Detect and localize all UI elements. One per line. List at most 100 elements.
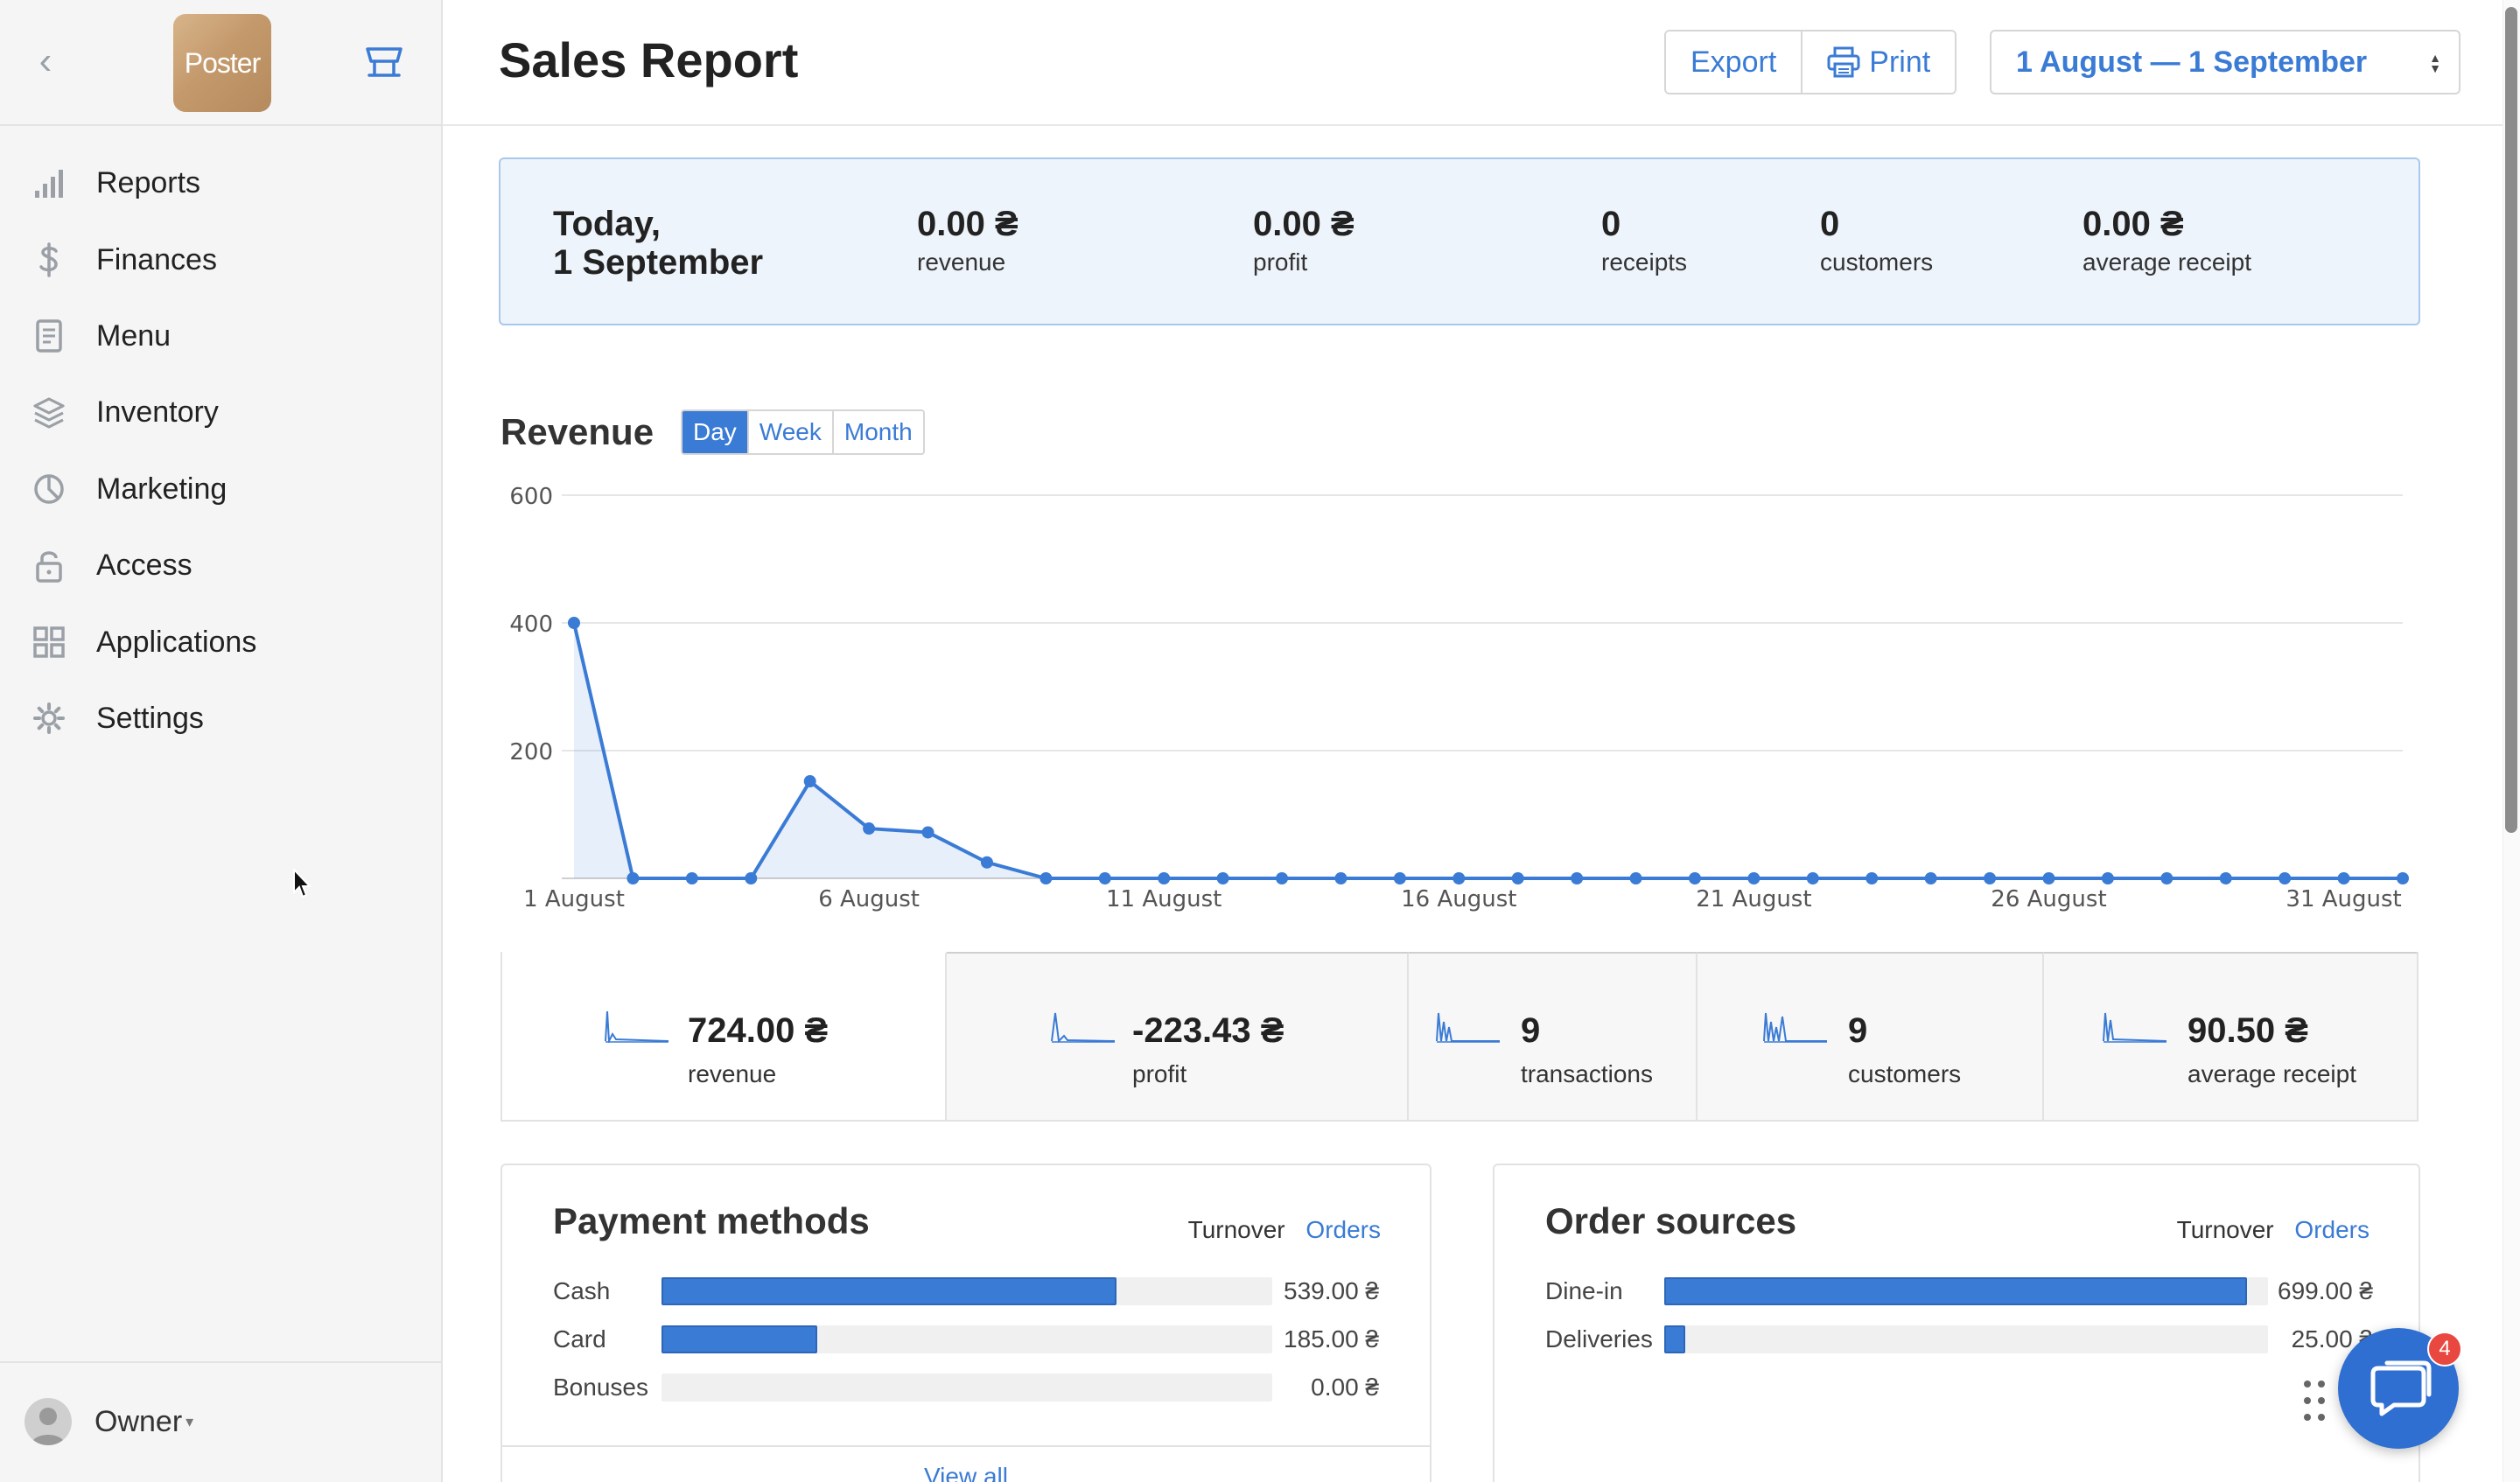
store-icon[interactable] xyxy=(362,40,406,84)
data-point xyxy=(2160,872,2174,884)
data-point xyxy=(2042,872,2055,884)
total-label: profit xyxy=(1132,1060,1187,1087)
sparkline-icon xyxy=(1051,1012,1116,1043)
sidebar-item-label: Finances xyxy=(96,242,217,276)
total-revenue-tab[interactable]: 724.00 ₴ revenue xyxy=(502,952,947,1120)
data-point xyxy=(1276,872,1289,884)
stat-label: revenue xyxy=(917,248,1006,276)
data-point xyxy=(2397,872,2409,884)
tab-orders[interactable]: Orders xyxy=(1306,1216,1381,1243)
stat-label: profit xyxy=(1253,248,1308,276)
date-range-picker[interactable]: 1 August — 1 September ▲ ▼ xyxy=(1990,30,2460,94)
revenue-chart: 200 400 600 1 August 6 August 11 August 16 Aug… xyxy=(509,484,2409,912)
data-point xyxy=(1452,872,1466,884)
sidebar: ‹ Poster Reports Finances Menu xyxy=(0,0,443,1482)
export-button[interactable]: Export xyxy=(1666,31,1802,93)
total-value: 9 xyxy=(1521,1011,1541,1050)
pie-icon xyxy=(32,472,66,507)
total-customers-tab[interactable]: 9 customers xyxy=(1698,952,2044,1120)
sparkline-icon xyxy=(605,1010,669,1043)
data-point xyxy=(1866,872,1879,884)
view-all-footer: View all xyxy=(502,1445,1430,1482)
sidebar-item-menu[interactable]: Menu xyxy=(0,298,441,374)
data-point xyxy=(863,822,876,835)
data-point xyxy=(803,775,816,788)
data-point xyxy=(1216,872,1229,884)
data-point xyxy=(1924,872,1937,884)
total-transactions-tab[interactable]: 9 transactions xyxy=(1409,952,1698,1120)
total-profit-tab[interactable]: -223.43 ₴ profit xyxy=(947,952,1409,1120)
data-point xyxy=(1571,872,1584,884)
tab-orders[interactable]: Orders xyxy=(2294,1216,2370,1243)
bar-track xyxy=(662,1325,1272,1353)
bar-chart-icon xyxy=(32,166,66,201)
print-button[interactable]: Print xyxy=(1801,31,1956,93)
sidebar-header: ‹ Poster xyxy=(0,0,441,126)
document-icon xyxy=(32,318,66,353)
drag-handle-icon[interactable] xyxy=(2301,1379,2328,1423)
x-tick-label: 11 August xyxy=(1106,886,1222,912)
sidebar-item-settings[interactable]: Settings xyxy=(0,681,441,757)
data-point xyxy=(1806,872,1819,884)
avatar xyxy=(24,1398,72,1445)
date-range-label: 1 August — 1 September xyxy=(2016,45,2368,79)
today-stat-revenue: 0.00 ₴ revenue xyxy=(917,205,1018,276)
sidebar-item-marketing[interactable]: Marketing xyxy=(0,451,441,528)
sidebar-item-applications[interactable]: Applications xyxy=(0,604,441,680)
data-point xyxy=(1629,872,1642,884)
bar-track xyxy=(1664,1277,2268,1305)
total-value: 9 xyxy=(1848,1011,1868,1050)
stat-label: customers xyxy=(1820,248,1934,276)
card-tabs: Turnover Orders xyxy=(2163,1216,2370,1244)
sidebar-item-finances[interactable]: Finances xyxy=(0,221,441,297)
today-date-value: 1 September xyxy=(553,243,764,282)
sparkline-icon xyxy=(2103,1012,2167,1043)
back-chevron-icon[interactable]: ‹ xyxy=(38,39,52,82)
view-all-link[interactable]: View all xyxy=(924,1463,1008,1482)
owner-menu[interactable]: Owner ▾ xyxy=(24,1398,193,1445)
data-point xyxy=(1098,872,1111,884)
bar-label: Dine-in xyxy=(1545,1277,1623,1304)
poster-logo[interactable]: Poster xyxy=(173,14,271,112)
period-day-button[interactable]: Day xyxy=(682,411,747,453)
data-point xyxy=(1334,872,1348,884)
bar-row: Card 185.00 ₴ xyxy=(553,1322,1393,1357)
printer-icon xyxy=(1827,46,1860,78)
bar-label: Deliveries xyxy=(1545,1325,1653,1353)
payment-methods-card: Payment methods Turnover Orders Cash 539.… xyxy=(500,1164,1432,1482)
data-point xyxy=(1393,872,1406,884)
data-point xyxy=(1747,872,1760,884)
tab-turnover[interactable]: Turnover xyxy=(2176,1216,2274,1243)
data-point xyxy=(921,826,934,839)
period-week-button[interactable]: Week xyxy=(746,411,832,453)
total-average-receipt-tab[interactable]: 90.50 ₴ average receipt xyxy=(2044,952,2417,1120)
x-tick-label: 6 August xyxy=(818,886,920,912)
data-point xyxy=(626,872,640,884)
sidebar-item-inventory[interactable]: Inventory xyxy=(0,374,441,451)
sidebar-item-access[interactable]: Access xyxy=(0,528,441,604)
period-month-button[interactable]: Month xyxy=(831,411,923,453)
bar-value: 539.00 ₴ xyxy=(1284,1277,1379,1304)
data-point xyxy=(2337,872,2350,884)
page-header: Sales Report Export Print 1 August — 1 S… xyxy=(443,0,2502,126)
total-label: customers xyxy=(1848,1060,1962,1087)
totals-strip: 724.00 ₴ revenue -223.43 ₴ profit 9 tran… xyxy=(500,952,2418,1122)
data-point xyxy=(1511,872,1524,884)
revenue-title: Revenue xyxy=(500,411,654,452)
data-point xyxy=(980,856,993,869)
y-tick-label: 600 xyxy=(509,484,553,510)
total-label: average receipt xyxy=(2188,1060,2357,1087)
stat-value: 0 xyxy=(1601,205,1621,243)
total-value: -223.43 ₴ xyxy=(1132,1011,1284,1050)
tab-turnover[interactable]: Turnover xyxy=(1187,1216,1285,1243)
revenue-line xyxy=(572,622,2403,880)
sidebar-item-reports[interactable]: Reports xyxy=(0,145,441,221)
bar-label: Bonuses xyxy=(553,1374,648,1401)
scrollbar-thumb[interactable] xyxy=(2505,7,2517,833)
data-point xyxy=(1040,872,1053,884)
data-point xyxy=(2219,872,2232,884)
total-value: 90.50 ₴ xyxy=(2188,1011,2308,1050)
card-tabs: Turnover Orders xyxy=(1174,1216,1381,1244)
sparkline-icon xyxy=(1763,1012,1827,1043)
today-stat-receipts: 0 receipts xyxy=(1601,205,1687,276)
